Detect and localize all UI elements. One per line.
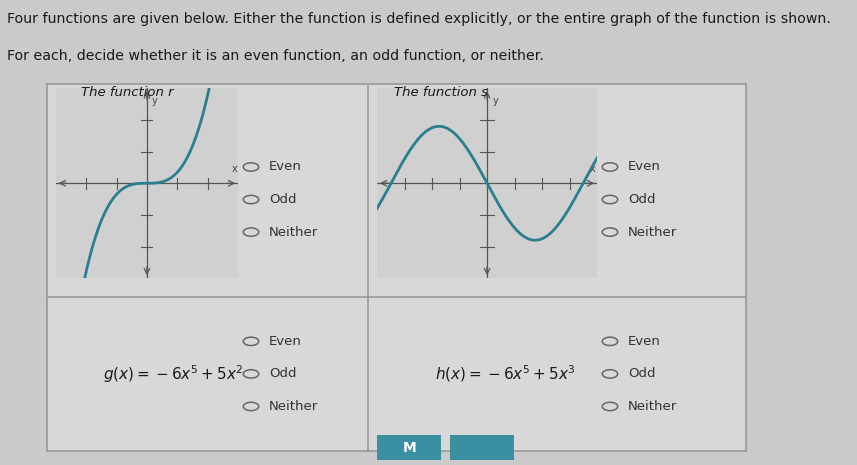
Text: Even: Even xyxy=(628,160,661,173)
Text: Neither: Neither xyxy=(269,226,318,239)
Text: x: x xyxy=(590,164,595,174)
Text: $h\left(x\right) = -6x^{5} + 5x^{3}$: $h\left(x\right) = -6x^{5} + 5x^{3}$ xyxy=(435,364,576,384)
Text: Odd: Odd xyxy=(269,193,297,206)
Text: The function s: The function s xyxy=(394,86,488,99)
Text: x: x xyxy=(231,164,237,174)
Text: $g\left(x\right) = -6x^{5} + 5x^{2}$: $g\left(x\right) = -6x^{5} + 5x^{2}$ xyxy=(103,363,243,385)
Text: Neither: Neither xyxy=(628,400,677,413)
Text: M: M xyxy=(402,440,416,455)
Text: For each, decide whether it is an even function, an odd function, or neither.: For each, decide whether it is an even f… xyxy=(7,49,543,63)
Text: Neither: Neither xyxy=(628,226,677,239)
Text: Odd: Odd xyxy=(269,367,297,380)
Text: Neither: Neither xyxy=(269,400,318,413)
Text: y: y xyxy=(493,96,498,106)
Text: Even: Even xyxy=(269,160,302,173)
Text: Four functions are given below. Either the function is defined explicitly, or th: Four functions are given below. Either t… xyxy=(7,12,830,26)
Text: Even: Even xyxy=(269,335,302,348)
Text: y: y xyxy=(152,96,157,106)
Text: The function r: The function r xyxy=(81,86,174,99)
Text: Even: Even xyxy=(628,335,661,348)
Text: Odd: Odd xyxy=(628,193,656,206)
Text: Odd: Odd xyxy=(628,367,656,380)
